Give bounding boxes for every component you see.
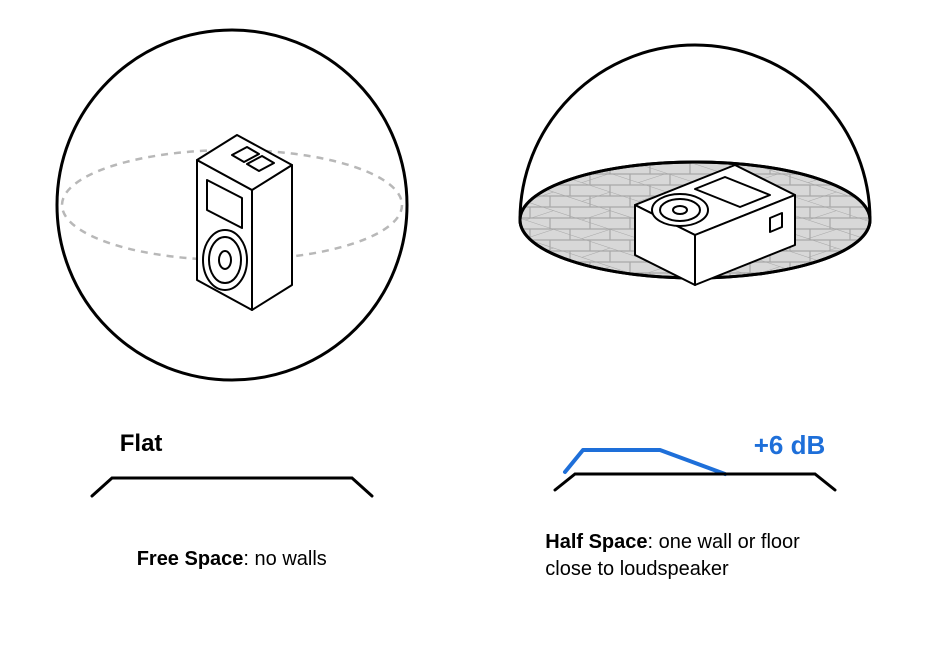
hemisphere-svg (510, 20, 880, 390)
illustration-hemisphere (510, 20, 880, 390)
caption-half-space: Half Space: one wall or floor close to l… (545, 529, 845, 583)
panel-free-space: Flat Free Space: no walls (0, 0, 464, 665)
speaker-upright (197, 135, 292, 310)
boost-curve (565, 450, 725, 474)
eq-block-flat: Flat (82, 430, 382, 516)
caption-rest: : no walls (243, 548, 326, 570)
sphere-svg (47, 20, 417, 390)
caption-bold: Half Space (545, 531, 647, 553)
eq-label-flat: Flat (120, 430, 163, 458)
eq-block-boost: +6 dB (545, 430, 845, 499)
base-curve (555, 474, 835, 490)
diagram-root: Flat Free Space: no walls (0, 0, 927, 665)
panel-half-space: +6 dB Half Space: one wall or floor clos… (464, 0, 927, 665)
eq-curve-boost (545, 439, 845, 499)
caption-free-space: Free Space: no walls (137, 546, 327, 573)
eq-curve-flat (82, 456, 382, 516)
caption-bold: Free Space (137, 548, 244, 570)
illustration-sphere (47, 20, 417, 390)
